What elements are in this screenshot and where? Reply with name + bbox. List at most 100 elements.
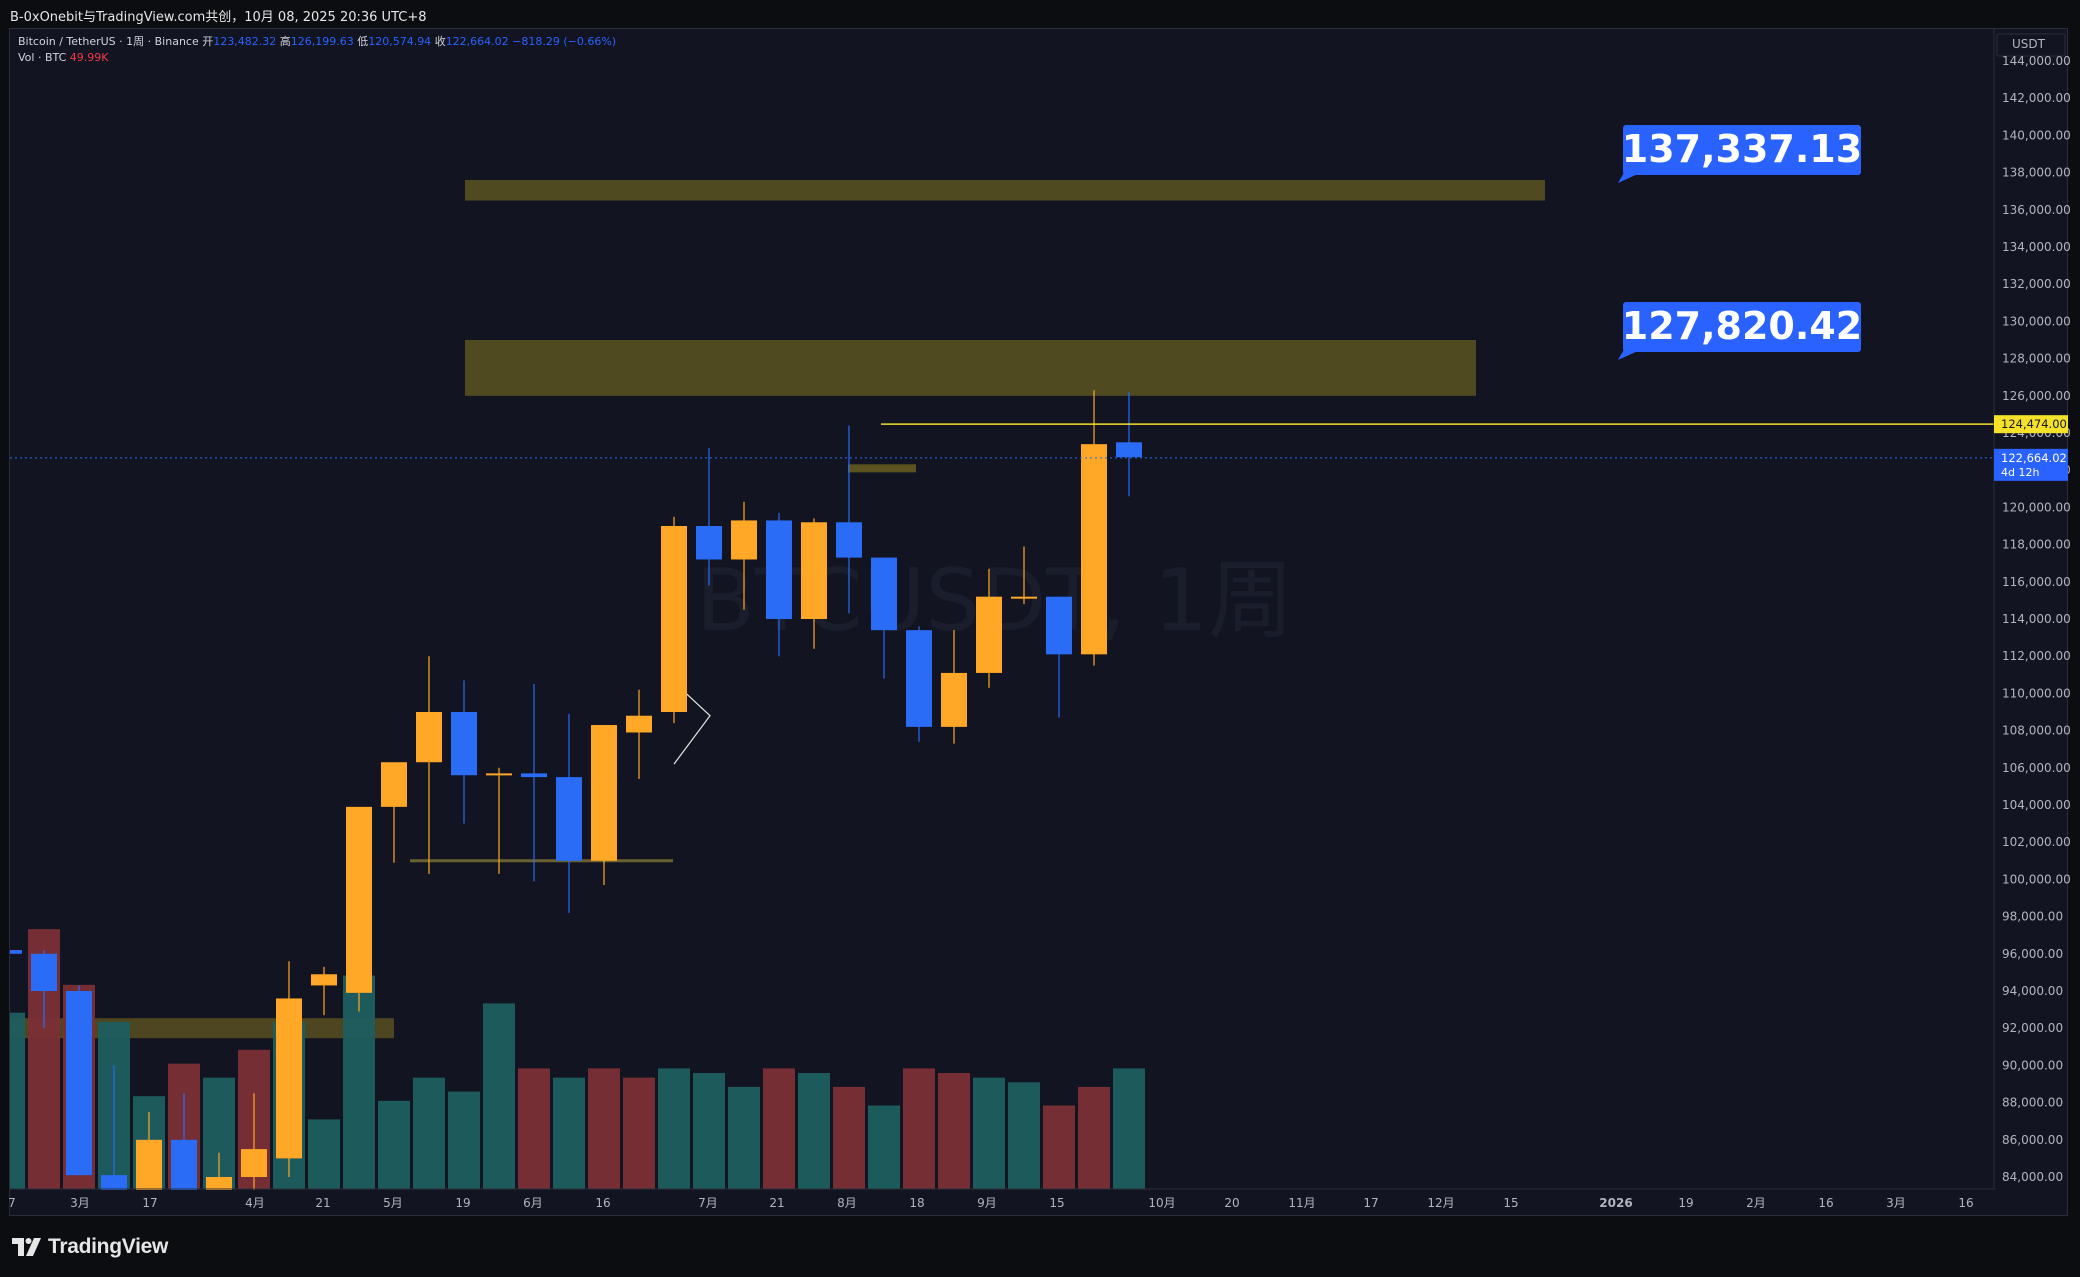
candle-body[interactable]: [836, 522, 862, 558]
tradingview-wordmark: TradingView: [48, 1235, 169, 1258]
legend-volume-label[interactable]: Vol · BTC: [18, 51, 67, 64]
time-tick-label: 2月: [1746, 1196, 1766, 1210]
candle-body[interactable]: [801, 522, 827, 619]
time-tick-label: 8月: [837, 1196, 857, 1210]
price-tick-label: 110,000.00: [2002, 686, 2071, 700]
candle-body[interactable]: [451, 712, 477, 776]
candle-body[interactable]: [661, 526, 687, 712]
price-tick-label: 84,000.00: [2002, 1170, 2063, 1184]
volume-bar: [623, 1077, 655, 1189]
legend-symbol[interactable]: Bitcoin / TetherUS · 1周 · Binance: [18, 35, 199, 48]
legend-open-label: 开: [202, 35, 214, 48]
volume-bar: [10, 1012, 25, 1189]
candle-body[interactable]: [311, 974, 337, 986]
target-callout[interactable]: 127,820.42: [1618, 302, 1862, 360]
price-tick-label: 116,000.00: [2002, 575, 2071, 589]
price-tick-label: 88,000.00: [2002, 1096, 2063, 1110]
legend-volume-row: Vol · BTC 49.99K: [18, 50, 616, 66]
candle-body[interactable]: [1011, 596, 1037, 599]
time-tick-label: 3月: [1886, 1196, 1906, 1210]
price-tick-label: 86,000.00: [2002, 1133, 2063, 1147]
small-zone: [848, 464, 916, 473]
legend-open-value: 123,482.32: [213, 35, 277, 48]
candle-body[interactable]: [731, 520, 757, 560]
time-tick-label: 2026: [1599, 1196, 1632, 1210]
volume-bar: [763, 1068, 795, 1189]
chart-legend: Bitcoin / TetherUS · 1周 · Binance 开123,4…: [18, 34, 616, 66]
volume-bar: [483, 1003, 515, 1189]
currency-label[interactable]: USDT: [2012, 37, 2046, 51]
time-tick-label: 19: [455, 1196, 470, 1210]
resistance-price-label: 124,474.00: [2001, 417, 2067, 431]
time-tick-label: 7: [8, 1196, 16, 1210]
candle-body[interactable]: [171, 1139, 197, 1214]
candle-body[interactable]: [976, 596, 1002, 673]
price-tick-label: 140,000.00: [2002, 128, 2071, 142]
price-tick-label: 90,000.00: [2002, 1058, 2063, 1072]
candle-body[interactable]: [206, 1177, 232, 1214]
candle-body[interactable]: [486, 773, 512, 776]
candle-body[interactable]: [381, 762, 407, 807]
time-tick-label: 6月: [523, 1196, 543, 1210]
time-tick-label: 15: [1503, 1196, 1518, 1210]
candle-body[interactable]: [241, 1149, 267, 1177]
tradingview-icon: [12, 1238, 41, 1256]
candle-body[interactable]: [0, 950, 22, 954]
legend-ohlc-row: Bitcoin / TetherUS · 1周 · Binance 开123,4…: [18, 34, 616, 50]
candle-body[interactable]: [696, 526, 722, 560]
price-tick-label: 114,000.00: [2002, 612, 2071, 626]
candle-body[interactable]: [941, 672, 967, 727]
callout-label: 137,337.13: [1622, 127, 1862, 171]
price-tick-label: 136,000.00: [2002, 203, 2071, 217]
time-tick-label: 21: [315, 1196, 330, 1210]
price-tick-label: 94,000.00: [2002, 984, 2063, 998]
price-axis: USDT 84,000.00 86,000.00 88,000.00 90,000.00…: [1993, 29, 2071, 1189]
candle-body[interactable]: [521, 773, 547, 778]
target-callout[interactable]: 137,337.13: [1618, 125, 1862, 183]
price-tick-label: 112,000.00: [2002, 649, 2071, 663]
candle-body[interactable]: [1081, 444, 1107, 655]
time-tick-label: 19: [1678, 1196, 1693, 1210]
time-tick-label: 4月: [245, 1196, 265, 1210]
candle-body[interactable]: [1046, 596, 1072, 655]
candle-body[interactable]: [136, 1139, 162, 1196]
volume-bar: [973, 1077, 1005, 1189]
candle-body[interactable]: [1116, 442, 1142, 458]
callout-box: [1623, 125, 1861, 175]
candle-body[interactable]: [591, 725, 617, 861]
candle-body[interactable]: [101, 1175, 127, 1195]
candle-body[interactable]: [346, 806, 372, 993]
price-tick-label: 92,000.00: [2002, 1021, 2063, 1035]
legend-high-label: 高: [279, 35, 291, 48]
candle-body[interactable]: [416, 712, 442, 763]
time-tick-label: 15: [1049, 1196, 1064, 1210]
volume-bar: [728, 1086, 760, 1189]
price-tick-label: 132,000.00: [2002, 277, 2071, 291]
last-price-label: 122,664.02: [2001, 451, 2067, 465]
volume-bar: [1113, 1068, 1145, 1189]
volume-bar: [308, 1119, 340, 1189]
callout-label: 127,820.42: [1622, 304, 1862, 348]
time-tick-label: 3月: [70, 1196, 90, 1210]
candle-body[interactable]: [276, 998, 302, 1159]
candle-body[interactable]: [906, 630, 932, 727]
callout-pointer: [1618, 346, 1640, 360]
volume-bar: [518, 1068, 550, 1189]
candle-body[interactable]: [31, 953, 57, 991]
legend-high-value: 126,199.63: [290, 35, 354, 48]
candle-body[interactable]: [626, 715, 652, 733]
candle-body[interactable]: [66, 991, 92, 1176]
volume-bar: [658, 1068, 690, 1189]
candle-body[interactable]: [556, 777, 582, 861]
price-candles: [0, 390, 1142, 1214]
legend-low-value: 120,574.94: [368, 35, 432, 48]
volume-bar: [938, 1073, 970, 1189]
tradingview-logo[interactable]: TradingView: [12, 1234, 168, 1260]
price-tick-label: 108,000.00: [2002, 724, 2071, 738]
volume-bar: [448, 1091, 480, 1189]
candle-body[interactable]: [766, 520, 792, 619]
price-tick-label: 96,000.00: [2002, 947, 2063, 961]
candle-body[interactable]: [871, 557, 897, 631]
price-lines: [10, 423, 1995, 459]
